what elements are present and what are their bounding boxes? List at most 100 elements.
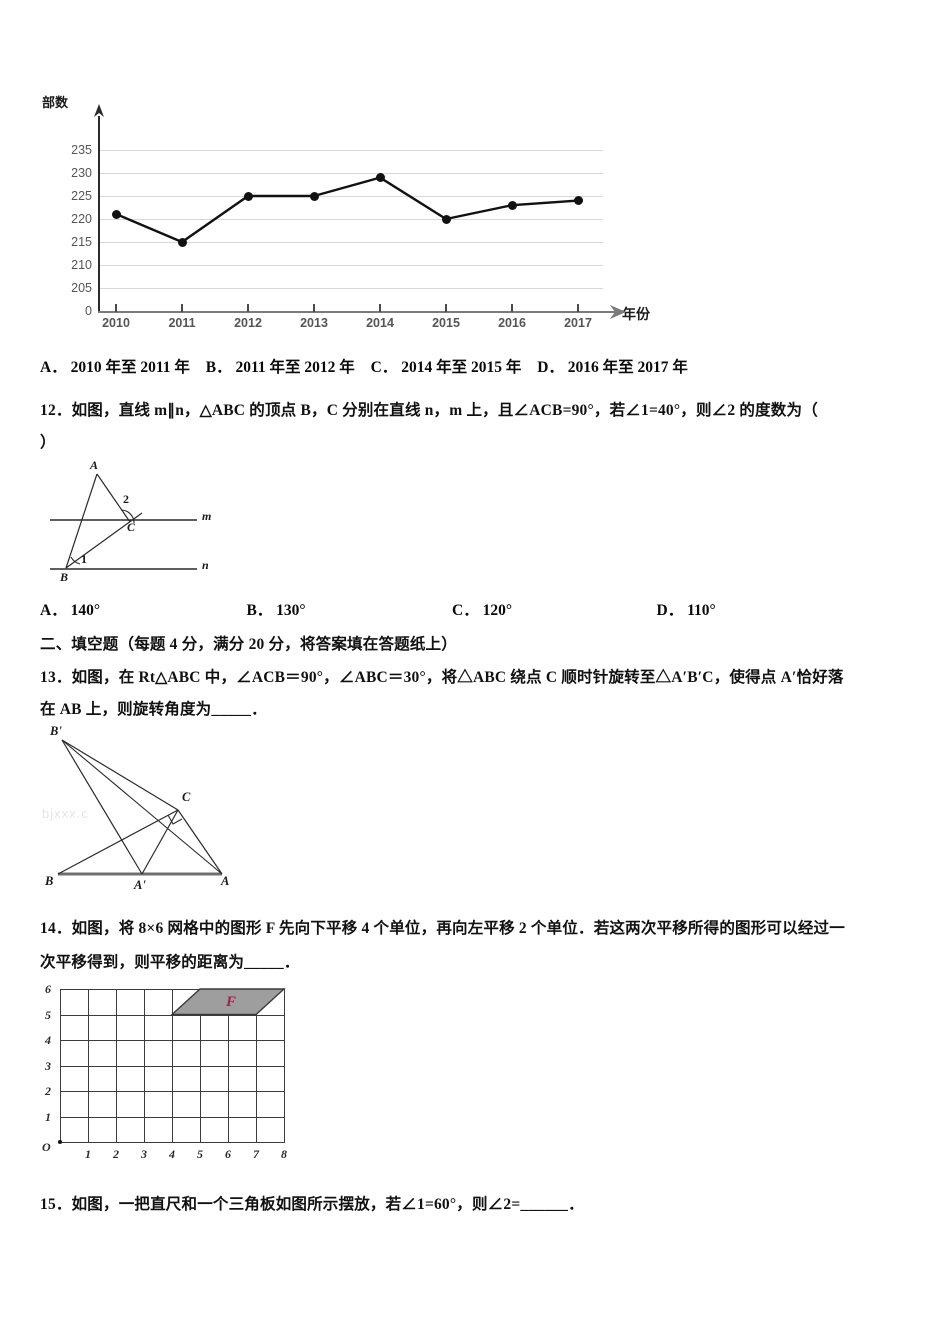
x-tick-label-2015: 2015 (432, 316, 460, 330)
q14-figure-grid: F O 1 2 3 4 5 6 7 8 1 2 3 4 5 6 (38, 982, 298, 1172)
q12-option-a-text[interactable]: 140° (70, 602, 101, 619)
grid-line-y3 (60, 1065, 285, 1067)
y-tick-label-235: 235 (71, 143, 92, 157)
chart-y-axis-label: 部数 (42, 95, 69, 110)
q12-option-b-text[interactable]: 130° (276, 602, 306, 619)
line-chart-publication-count: 部数 年份 235 230 225 220 215 210 205 0 (40, 92, 680, 342)
q13-figure-drawing (57, 739, 223, 876)
q13-label-a: A (221, 874, 230, 888)
y-tick-label-210: 210 (71, 258, 92, 272)
data-point-2012 (243, 191, 253, 201)
q14-y-label-2: 2 (45, 1084, 51, 1098)
data-point-2013 (309, 191, 319, 201)
q12-label-c: C (127, 520, 136, 534)
gridline-220 (98, 219, 603, 220)
q11-option-b-letter[interactable]: B． (205, 359, 232, 376)
q12-label-b: B (60, 570, 69, 584)
x-tick-label-2010: 2010 (102, 316, 130, 330)
y-tick-label-225: 225 (71, 189, 92, 203)
q11-option-d-letter[interactable]: D． (537, 359, 564, 376)
q14-x-label-5: 5 (197, 1147, 203, 1161)
q14-stem-line2: 次平移得到，则平移的距离为_____． (40, 954, 300, 971)
q14-y-label-3: 3 (45, 1059, 51, 1073)
q14-y-label-1: 1 (45, 1110, 51, 1124)
q13-label-c: C (182, 790, 191, 804)
q13-figure: B' C B A' A (32, 722, 277, 897)
gridline-205 (98, 288, 603, 289)
data-point-2014 (375, 173, 385, 183)
q14-parallelogram-f (170, 988, 286, 1016)
chart-y-axis (98, 116, 100, 312)
q13-watermark: bjxxx.c (42, 806, 89, 821)
q14-y-label-4: 4 (45, 1033, 51, 1047)
q13-stem-line2: 在 AB 上，则旋转角度为_____． (40, 701, 267, 718)
q12-stem-line1: 12．如图，直线 m∥n，△ABC 的顶点 B，C 分别在直线 n，m 上，且∠… (40, 402, 818, 419)
q11-options-row: A． 2010 年至 2011 年 B． 2011 年至 2012 年 C． 2… (40, 355, 688, 377)
q11-option-d-text[interactable]: 2016 年至 2017 年 (567, 359, 688, 376)
gridline-215 (98, 242, 603, 243)
gridline-210 (98, 265, 603, 266)
q12-label-angle-2: 2 (123, 492, 129, 506)
q14-x-label-4: 4 (169, 1147, 175, 1161)
x-tick-label-2012: 2012 (234, 316, 262, 330)
x-tick-label-2016: 2016 (498, 316, 526, 330)
y-tick-label-205: 205 (71, 281, 92, 295)
q12-options-row: A． 140° B． 130° C． 120° D． 110° (40, 598, 716, 620)
q13-label-a-prime: A' (134, 878, 146, 892)
q11-option-a-letter[interactable]: A． (40, 359, 67, 376)
q11-option-a-text[interactable]: 2010 年至 2011 年 (70, 359, 190, 376)
data-point-2011 (177, 237, 187, 247)
x-tickmark-2016 (511, 304, 513, 312)
q14-x-label-6: 6 (225, 1147, 231, 1161)
q14-y-label-5: 5 (45, 1008, 51, 1022)
q12-label-line-m: m (202, 509, 212, 523)
gridline-235 (98, 150, 603, 151)
gridline-225 (98, 196, 603, 197)
y-tick-label-215: 215 (71, 235, 92, 249)
q14-x-label-1: 1 (85, 1147, 91, 1161)
q12-stem-line2: ） (40, 434, 56, 451)
x-tick-label-2014: 2014 (366, 316, 394, 330)
x-tick-label-2011: 2011 (168, 316, 196, 330)
q12-option-d-letter[interactable]: D． (656, 602, 684, 619)
q13-label-b-prime: B' (50, 724, 62, 738)
grid-line-y6 (60, 989, 285, 991)
chart-x-axis-label: 年份 (622, 306, 650, 322)
q12-label-angle-1: 1 (81, 552, 87, 566)
q12-option-b-letter[interactable]: B． (246, 602, 273, 619)
q14-x-label-2: 2 (113, 1147, 119, 1161)
q15-stem-line1: 15．如图，一把直尺和一个三角板如图所示摆放，若∠1=60°，则∠2=_____… (40, 1196, 584, 1213)
q14-origin-dot (58, 1140, 62, 1144)
q14-stem-line1: 14．如图，将 8×6 网格中的图形 F 先向下平移 4 个单位，再向左平移 2… (40, 920, 845, 937)
grid-line-y4 (60, 1040, 285, 1042)
chart-x-axis (98, 311, 618, 313)
q14-shape-label-f: F (226, 994, 237, 1010)
x-tickmark-2014 (379, 304, 381, 312)
y-axis-arrow-icon (94, 104, 104, 117)
q12-option-d-text[interactable]: 110° (687, 602, 716, 619)
q14-x-label-7: 7 (253, 1147, 259, 1161)
x-tickmark-2013 (313, 304, 315, 312)
q14-y-label-6: 6 (45, 982, 51, 996)
x-tick-label-2017: 2017 (564, 316, 592, 330)
x-axis-arrow-icon (610, 305, 626, 319)
q11-option-c-letter[interactable]: C． (370, 359, 398, 376)
q12-option-a-letter[interactable]: A． (40, 602, 67, 619)
x-tickmark-2017 (577, 304, 579, 312)
q11-option-b-text[interactable]: 2011 年至 2012 年 (235, 359, 355, 376)
q12-figure-drawing (50, 473, 197, 570)
data-point-2016 (507, 200, 517, 210)
q11-option-c-text[interactable]: 2014 年至 2015 年 (401, 359, 522, 376)
grid-line-y0 (60, 1142, 285, 1144)
q12-figure: A B C m n 2 1 (42, 452, 232, 587)
q12-option-c-letter[interactable]: C． (452, 602, 479, 619)
q13-stem-line1: 13．如图，在 Rt△ABC 中，∠ACB＝90°，∠ABC＝30°，将△ABC… (40, 669, 844, 686)
x-tickmark-2012 (247, 304, 249, 312)
x-tick-label-2013: 2013 (300, 316, 328, 330)
q14-x-label-8: 8 (281, 1147, 287, 1161)
q12-option-c-text[interactable]: 120° (482, 602, 513, 619)
x-tickmark-2015 (445, 304, 447, 312)
x-tickmark-2010 (115, 304, 117, 312)
section-2-heading: 二、填空题（每题 4 分，满分 20 分，将答案填在答题纸上） (40, 636, 457, 653)
